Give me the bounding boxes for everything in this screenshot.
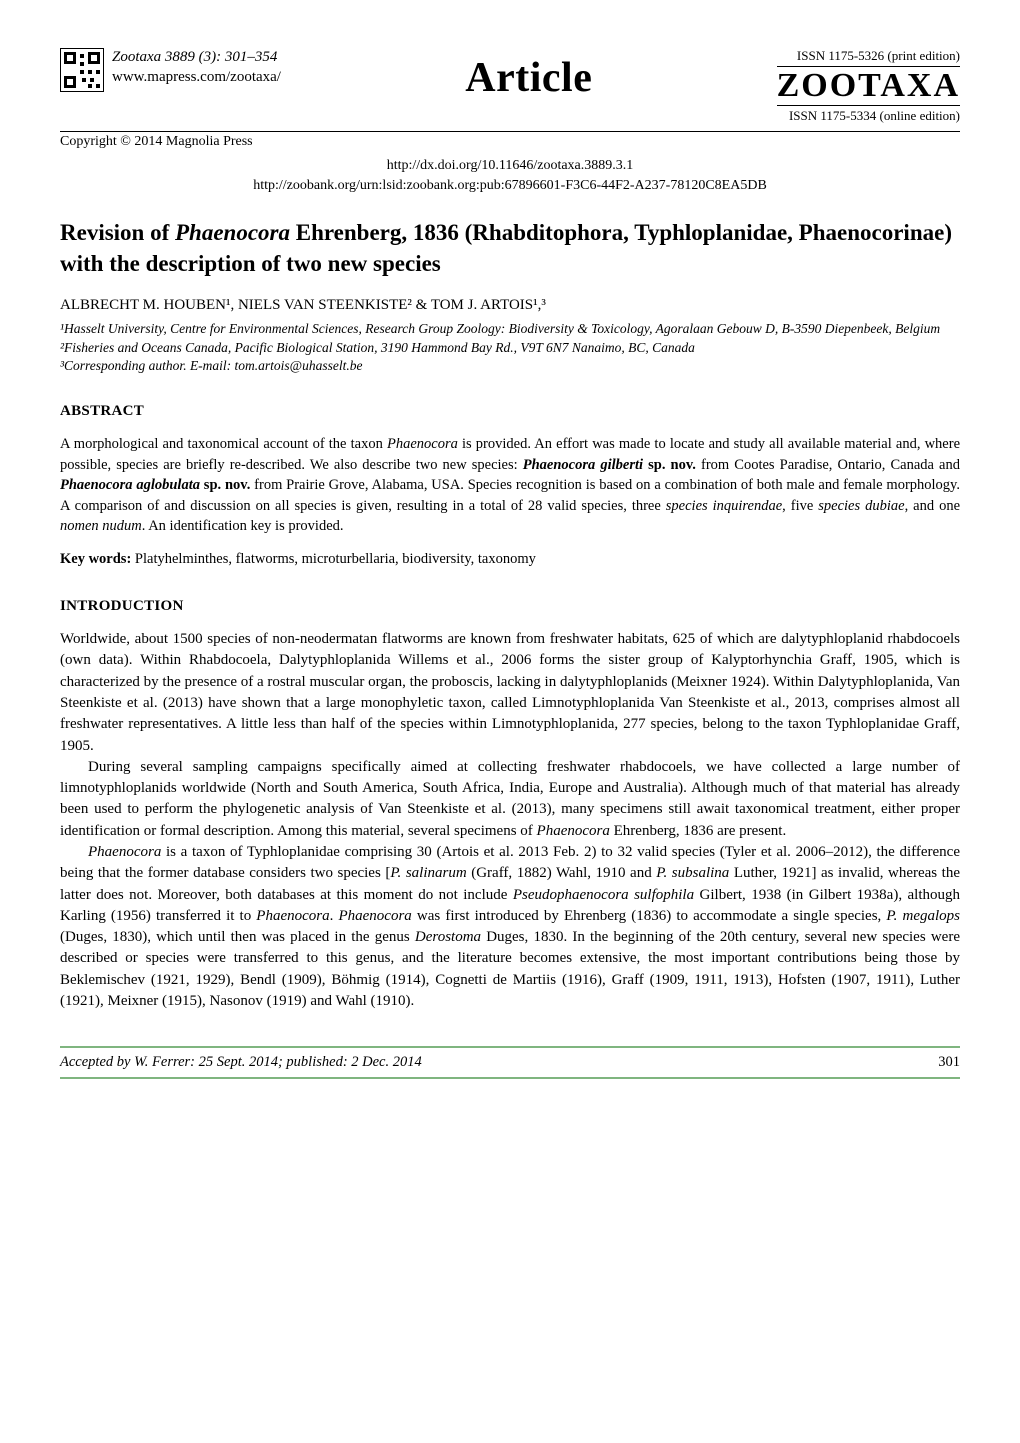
header-center-block: Article [281,48,777,102]
p2-t2: Ehrenberg, 1836 are present. [610,823,786,839]
title-genus: Phaenocora [175,220,290,245]
journal-issue: Zootaxa 3889 (3): 301–354 [112,48,281,68]
introduction-body: Worldwide, about 1500 species of non-neo… [60,629,960,1012]
header-left-block: Zootaxa 3889 (3): 301–354 www.mapress.co… [60,48,281,92]
abs-b4: sp. nov. [204,477,251,493]
p2-i1: Phaenocora [537,823,610,839]
zootaxa-logo: ZOOTAXA [777,69,960,103]
doi-link[interactable]: http://dx.doi.org/10.11646/zootaxa.3889.… [60,156,960,176]
title-pre: Revision of [60,220,175,245]
p2-t1: During several sampling campaigns specif… [60,759,960,839]
p3-i6: Phaenocora [338,908,411,924]
abs-b1: Phaenocora gilberti [523,457,643,473]
affiliations-block: ¹Hasselt University, Centre for Environm… [60,320,960,375]
abs-b2: sp. nov. [648,457,696,473]
p3-t7: (Duges, 1830), which until then was plac… [60,929,415,945]
issn-print: ISSN 1175-5326 (print edition) [777,48,960,67]
p1-t1: Worldwide, about 1500 species of non-neo… [60,631,960,753]
affiliation-3: ³Corresponding author. E-mail: tom.artoi… [60,357,960,375]
intro-p2: During several sampling campaigns specif… [60,757,960,842]
accepted-line: Accepted by W. Ferrer: 25 Sept. 2014; pu… [60,1054,422,1071]
p3-i5: Phaenocora [256,908,329,924]
zoobank-link[interactable]: http://zoobank.org/urn:lsid:zoobank.org:… [60,176,960,196]
abstract-body: A morphological and taxonomical account … [60,434,960,537]
p3-i3: P. subsalina [656,865,729,881]
keywords-line: Key words: Platyhelminthes, flatworms, m… [60,551,960,568]
header-row: Zootaxa 3889 (3): 301–354 www.mapress.co… [60,48,960,123]
authors-line: ALBRECHT M. HOUBEN¹, NIELS VAN STEENKIST… [60,297,960,314]
abs-i1: Phaenocora [387,436,458,452]
abstract-heading: ABSTRACT [60,403,960,420]
article-label: Article [281,54,777,102]
page-container: Zootaxa 3889 (3): 301–354 www.mapress.co… [0,0,1020,1119]
abs-i3: species dubiae [818,498,904,514]
abs-t8: , and one [905,498,960,514]
journal-meta: Zootaxa 3889 (3): 301–354 www.mapress.co… [112,48,281,87]
p3-t6: was first introduced by Ehrenberg (1836)… [412,908,887,924]
keywords-label: Key words: [60,551,131,567]
abs-t9: . An identification key is provided. [142,518,344,534]
p3-t2: (Graff, 1882) Wahl, 1910 and [467,865,657,881]
qr-icon [60,48,104,92]
abs-b3: Phaenocora aglobulata [60,477,200,493]
copyright-line: Copyright © 2014 Magnolia Press [60,131,960,150]
abs-t7: , five [782,498,818,514]
p3-i7: P. megalops [886,908,960,924]
intro-p3: Phaenocora is a taxon of Typhloplanidae … [60,842,960,1012]
article-title: Revision of Phaenocora Ehrenberg, 1836 (… [60,217,960,279]
introduction-heading: INTRODUCTION [60,598,960,615]
p3-i1: Phaenocora [88,844,161,860]
abs-t1: A morphological and taxonomical account … [60,436,387,452]
issn-online: ISSN 1175-5334 (online edition) [777,105,960,124]
journal-url: www.mapress.com/zootaxa/ [112,68,281,88]
p3-i8: Derostoma [415,929,481,945]
p3-i2: P. salinarum [390,865,466,881]
doi-block: http://dx.doi.org/10.11646/zootaxa.3889.… [60,156,960,195]
header-right-block: ISSN 1175-5326 (print edition) ZOOTAXA I… [777,48,960,123]
affiliation-1: ¹Hasselt University, Centre for Environm… [60,320,960,338]
p3-i4: Pseudophaenocora sulfophila [513,887,694,903]
keywords-text: Platyhelminthes, flatworms, microturbell… [131,551,536,567]
affiliation-2: ²Fisheries and Oceans Canada, Pacific Bi… [60,339,960,357]
page-footer: Accepted by W. Ferrer: 25 Sept. 2014; pu… [60,1046,960,1079]
abs-t4: from Cootes Paradise, Ontario, Canada an… [696,457,960,473]
abs-i4: nomen nudum [60,518,142,534]
page-number: 301 [938,1054,960,1071]
intro-p1: Worldwide, about 1500 species of non-neo… [60,629,960,757]
abs-i2: species inquirendae [666,498,782,514]
